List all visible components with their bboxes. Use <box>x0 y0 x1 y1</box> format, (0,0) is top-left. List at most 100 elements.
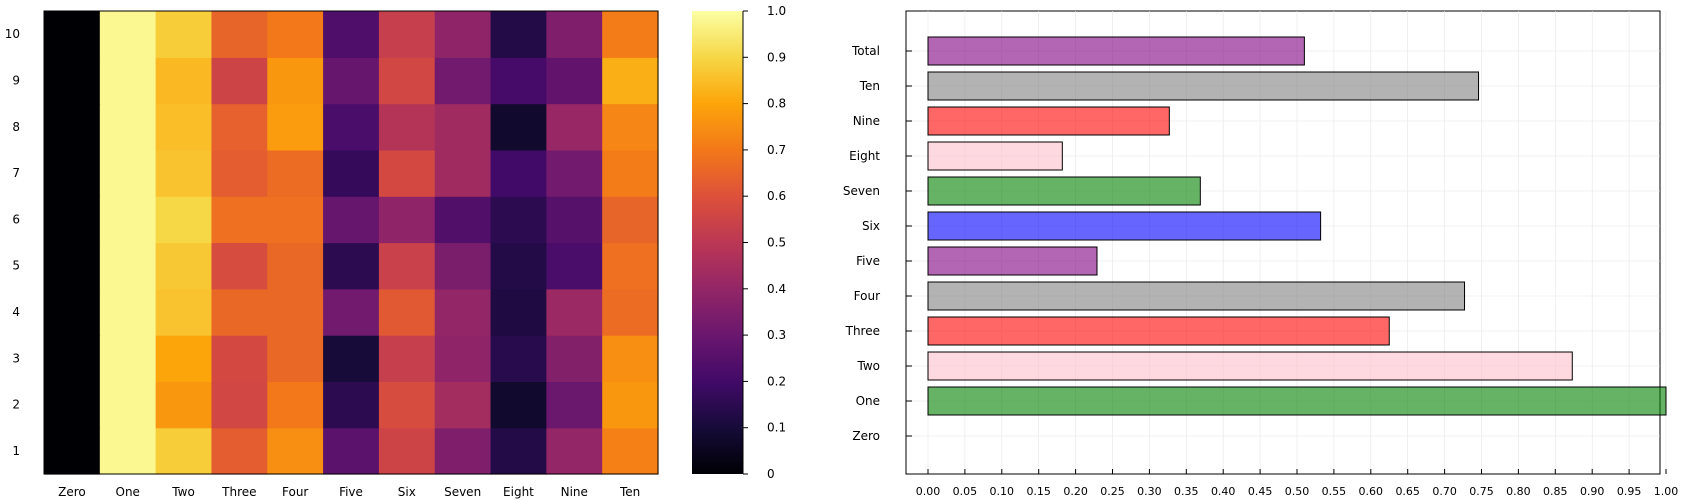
heatmap-cell <box>434 381 492 429</box>
bar-x-tick-label: 0.15 <box>1026 485 1051 498</box>
heatmap-cell <box>44 11 101 58</box>
heatmap-x-axis: Zero One Two Three Four Five Six Seven Eight Nine… <box>58 485 640 499</box>
heatmap-cell <box>99 11 157 58</box>
heatmap-cell <box>99 57 157 105</box>
heatmap-cell <box>99 149 157 197</box>
heatmap-cell <box>211 288 268 336</box>
heatmap-cell <box>155 242 213 290</box>
bar <box>927 211 1322 241</box>
heatmap-cell <box>323 242 380 290</box>
heatmap-cell <box>44 103 101 151</box>
heatmap-cell <box>211 335 268 382</box>
heatmap-cell <box>434 288 492 336</box>
heatmap-cell <box>434 196 492 244</box>
heatmap-cell <box>490 11 547 58</box>
heatmap-y-tick-label: 1 <box>12 444 20 458</box>
heatmap-cell <box>434 335 492 382</box>
heatmap-cell <box>490 103 547 151</box>
heatmap-cell <box>378 381 436 429</box>
heatmap-cell <box>267 242 324 290</box>
colorbar-tick-label: 0.1 <box>767 421 786 435</box>
heatmap-cell <box>546 11 603 58</box>
bar-chart-y-axis: Zero One Two Three Four Five Six Seven Eight Nine… <box>843 44 912 443</box>
bar <box>927 36 1305 66</box>
colorbar-tick-label: 0.4 <box>767 282 786 296</box>
bar <box>927 281 1466 311</box>
heatmap-cell <box>44 381 101 429</box>
heatmap-cell <box>378 427 436 475</box>
bar-x-tick-label: 0.35 <box>1174 485 1199 498</box>
heatmap-cell <box>323 335 380 382</box>
bar-y-tick-label: Eight <box>849 149 880 163</box>
heatmap-cell <box>155 335 213 382</box>
heatmap-cell <box>44 149 101 197</box>
heatmap-cell <box>546 242 603 290</box>
colorbar-tick-label: 0.8 <box>767 97 786 111</box>
heatmap-cell <box>211 11 268 58</box>
heatmap-cell <box>602 57 659 105</box>
heatmap-cell <box>546 288 603 336</box>
bar-x-tick-label: 0.70 <box>1432 485 1457 498</box>
heatmap-cell <box>602 427 659 475</box>
bar-y-tick-label: Total <box>851 44 880 58</box>
bar <box>927 106 1170 136</box>
heatmap-cell <box>211 103 268 151</box>
heatmap-cell <box>434 103 492 151</box>
heatmap-cell <box>434 149 492 197</box>
heatmap-cell <box>434 57 492 105</box>
heatmap-cell <box>323 149 380 197</box>
heatmap-cell <box>44 57 101 105</box>
colorbar-tick-label: 0.5 <box>767 236 786 250</box>
heatmap-cell <box>378 11 436 58</box>
bar-y-tick-label: Five <box>856 254 880 268</box>
heatmap-cell <box>378 196 436 244</box>
heatmap-y-tick-label: 5 <box>12 259 20 273</box>
bar-chart-bars <box>927 36 1667 416</box>
heatmap-cell <box>99 381 157 429</box>
heatmap-cell <box>323 103 380 151</box>
bar <box>927 386 1667 416</box>
heatmap-cell <box>155 149 213 197</box>
heatmap-cell <box>378 57 436 105</box>
heatmap-x-tick-label: Five <box>339 485 363 499</box>
heatmap-cell <box>267 381 324 429</box>
bar-y-tick-label: One <box>856 394 880 408</box>
bar-y-tick-label: Nine <box>853 114 880 128</box>
heatmap-cell <box>546 103 603 151</box>
heatmap-cell <box>490 242 547 290</box>
bar-x-tick-label: 0.40 <box>1211 485 1236 498</box>
heatmap-cell <box>602 381 659 429</box>
bar <box>927 71 1480 101</box>
heatmap-frame <box>43 10 659 475</box>
heatmap-cell <box>546 57 603 105</box>
heatmap-cell <box>378 335 436 382</box>
colorbar-tick-label: 0.7 <box>767 143 786 157</box>
heatmap-cell <box>323 57 380 105</box>
heatmap-y-tick-label: 2 <box>12 398 20 412</box>
heatmap-cell <box>155 103 213 151</box>
heatmap-cell <box>211 427 268 475</box>
bar-y-tick-label: Six <box>862 219 880 233</box>
colorbar: 0 0.1 0.2 0.3 0.4 0.5 0.6 0.7 0.8 0.9 1.0 <box>692 4 786 481</box>
heatmap-cell <box>211 196 268 244</box>
heatmap-y-tick-label: 8 <box>12 120 20 134</box>
heatmap-cell <box>546 335 603 382</box>
bar-x-tick-label: 0.75 <box>1469 485 1494 498</box>
bar-x-tick-label: 0.45 <box>1248 485 1273 498</box>
bar <box>927 351 1573 381</box>
heatmap-x-tick-label: Six <box>398 485 416 499</box>
heatmap-cell <box>155 288 213 336</box>
heatmap-cell <box>267 288 324 336</box>
bar-chart-frame <box>905 10 1661 475</box>
bar-y-tick-label: Ten <box>859 79 880 93</box>
bar-x-tick-label: 0.90 <box>1580 485 1605 498</box>
bar-x-tick-label: 0.50 <box>1285 485 1310 498</box>
heatmap-cell <box>602 11 659 58</box>
heatmap-cell <box>490 335 547 382</box>
heatmap-cell <box>267 57 324 105</box>
heatmap-cell <box>323 427 380 475</box>
heatmap-y-tick-label: 10 <box>5 27 20 41</box>
heatmap-y-tick-label: 9 <box>12 73 20 87</box>
heatmap-cell <box>99 196 157 244</box>
